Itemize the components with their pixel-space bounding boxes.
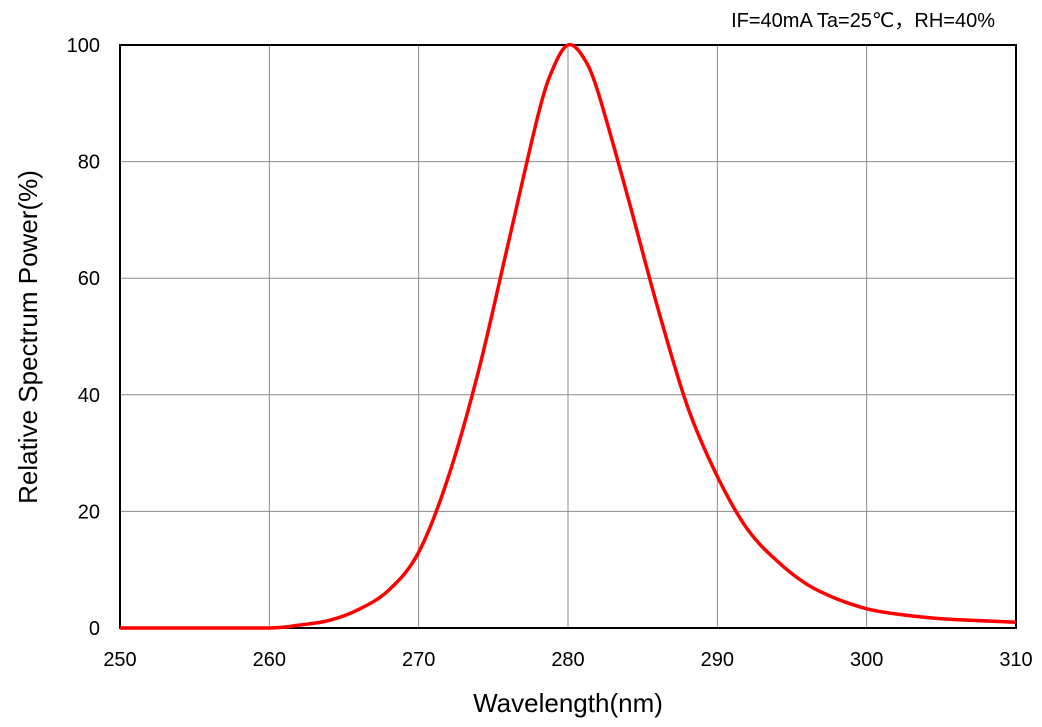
x-tick-label: 300 — [850, 649, 883, 671]
y-tick-label: 60 — [78, 268, 100, 290]
x-tick-label: 260 — [253, 649, 286, 671]
x-tick-label: 290 — [701, 649, 734, 671]
x-tick-label: 280 — [551, 649, 584, 671]
spectrum-curve — [120, 42, 1017, 630]
x-axis-title: Wavelength(nm) — [473, 688, 663, 718]
y-tick-label: 0 — [89, 618, 100, 640]
x-tick-labels: 250 260 270 280 290 300 310 — [103, 649, 1032, 671]
y-tick-label: 100 — [67, 35, 100, 57]
y-axis-title: Relative Spectrum Power(%) — [13, 170, 43, 504]
y-tick-labels: 0 20 40 60 80 100 — [67, 35, 100, 640]
y-tick-label: 20 — [78, 501, 100, 523]
y-tick-label: 40 — [78, 385, 100, 407]
x-tick-label: 310 — [999, 649, 1032, 671]
test-conditions: IF=40mA Ta=25℃，RH=40% — [731, 10, 995, 32]
y-tick-label: 80 — [78, 152, 100, 174]
grid-lines — [119, 44, 1017, 629]
x-tick-label: 250 — [103, 649, 136, 671]
x-tick-label: 270 — [402, 649, 435, 671]
